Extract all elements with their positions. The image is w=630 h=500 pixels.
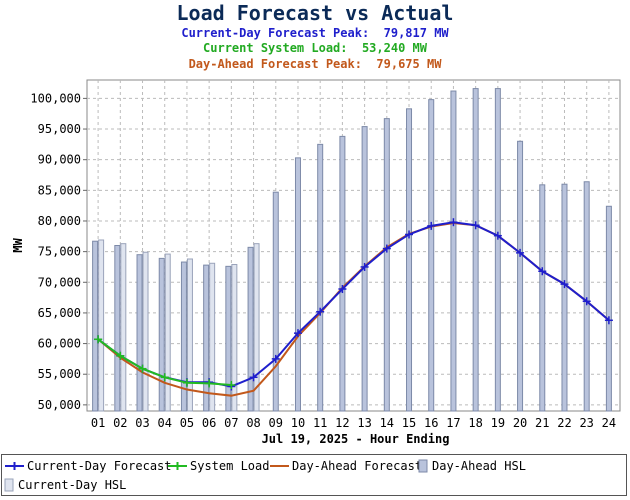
- y-tick-label: 75,000: [38, 245, 81, 259]
- bar-current-day-hsl: [186, 258, 193, 412]
- x-tick-label: 14: [380, 416, 394, 430]
- legend-swatch-day-ahead-hsl: [417, 459, 429, 473]
- bar-day-ahead-hsl: [383, 118, 390, 412]
- x-tick-label: 16: [424, 416, 438, 430]
- x-tick-label: 07: [224, 416, 238, 430]
- x-tick-label: 10: [291, 416, 305, 430]
- bar-current-day-hsl: [120, 243, 127, 412]
- x-tick-label: 08: [246, 416, 260, 430]
- bar-day-ahead-hsl: [114, 245, 121, 412]
- y-tick-label: 100,000: [30, 91, 81, 105]
- x-tick-label: 11: [313, 416, 327, 430]
- y-tick-label: 55,000: [38, 367, 81, 381]
- x-tick-label: 03: [135, 416, 149, 430]
- y-tick-label: 70,000: [38, 275, 81, 289]
- x-tick-label: 04: [158, 416, 172, 430]
- bar-current-day-hsl: [98, 239, 105, 412]
- bar-day-ahead-hsl: [317, 143, 324, 412]
- bar-day-ahead-hsl: [225, 265, 232, 412]
- legend-label-day-ahead-forecast: Day-Ahead Forecast: [292, 459, 423, 473]
- day-ahead-peak-text: Day-Ahead Forecast Peak: 79,675 MW: [188, 57, 442, 71]
- legend-label-current-day-hsl: Current-Day HSL: [18, 478, 127, 492]
- bar-day-ahead-hsl: [494, 88, 501, 412]
- legend-item-system-load[interactable]: System Load: [168, 459, 269, 473]
- y-tick-label: 85,000: [38, 183, 81, 197]
- current-day-peak-text: Current-Day Forecast Peak: 79,817 MW: [181, 26, 449, 40]
- bar-day-ahead-hsl: [339, 135, 346, 412]
- chart-legend: Current-Day Forecast System Load Day-Ahe…: [1, 454, 627, 496]
- bar-day-ahead-hsl: [450, 90, 457, 412]
- y-tick-label: 80,000: [38, 214, 81, 228]
- y-tick-label: 65,000: [38, 306, 81, 320]
- y-axis-title: MW: [11, 238, 25, 253]
- x-tick-label: 18: [468, 416, 482, 430]
- bar-day-ahead-hsl: [203, 264, 210, 412]
- chart-title: Load Forecast vs Actual: [176, 1, 454, 25]
- y-tick-label: 50,000: [38, 398, 81, 412]
- x-tick-label: 13: [357, 416, 371, 430]
- legend-label-day-ahead-hsl: Day-Ahead HSL: [432, 459, 526, 473]
- bar-day-ahead-hsl: [294, 157, 301, 412]
- bar-current-day-hsl: [142, 251, 149, 412]
- bar-current-day-hsl: [231, 264, 238, 412]
- bar-current-day-hsl: [253, 243, 260, 412]
- system-load-text: Current System Load: 53,240 MW: [203, 41, 427, 55]
- bar-day-ahead-hsl: [539, 184, 546, 412]
- y-tick-label: 95,000: [38, 122, 81, 136]
- bar-day-ahead-hsl: [180, 261, 187, 412]
- x-tick-label: 01: [91, 416, 105, 430]
- bar-day-ahead-hsl: [472, 88, 479, 412]
- bar-day-ahead-hsl: [272, 191, 279, 412]
- y-tick-label: 60,000: [38, 337, 81, 351]
- bar-day-ahead-hsl: [583, 181, 590, 412]
- bar-day-ahead-hsl: [158, 257, 165, 412]
- bar-current-day-hsl: [164, 253, 171, 412]
- legend-label-system-load: System Load: [190, 459, 270, 473]
- x-tick-label: 02: [113, 416, 127, 430]
- legend-label-current-day-forecast: Current-Day Forecast: [27, 459, 172, 473]
- legend-item-day-ahead-hsl[interactable]: Day-Ahead HSL: [417, 459, 526, 473]
- x-tick-label: 12: [335, 416, 349, 430]
- bar-day-ahead-hsl: [247, 246, 254, 412]
- bar-day-ahead-hsl: [517, 140, 524, 412]
- bar-current-day-hsl: [209, 262, 216, 412]
- legend-swatch-system-load: [168, 459, 187, 473]
- x-tick-label: 21: [535, 416, 549, 430]
- x-tick-label: 06: [202, 416, 216, 430]
- x-tick-label: 17: [446, 416, 460, 430]
- x-tick-label: 19: [491, 416, 505, 430]
- x-tick-label: 22: [557, 416, 571, 430]
- bar-day-ahead-hsl: [428, 99, 435, 412]
- legend-swatch-day-ahead-forecast: [270, 459, 289, 473]
- x-tick-label: 09: [269, 416, 283, 430]
- bar-day-ahead-hsl: [136, 254, 143, 412]
- legend-swatch-current-day-forecast: [5, 459, 24, 473]
- x-axis-title: Jul 19, 2025 - Hour Ending: [262, 432, 450, 446]
- bar-day-ahead-hsl: [605, 205, 612, 412]
- legend-swatch-current-day-hsl: [3, 478, 15, 492]
- x-tick-label: 15: [402, 416, 416, 430]
- y-tick-label: 90,000: [38, 153, 81, 167]
- x-tick-label: 05: [180, 416, 194, 430]
- grid: [87, 80, 620, 411]
- legend-item-day-ahead-forecast[interactable]: Day-Ahead Forecast: [270, 459, 422, 473]
- plot-area: [86, 79, 621, 412]
- legend-item-current-day-hsl[interactable]: Current-Day HSL: [3, 478, 126, 492]
- bar-day-ahead-hsl: [561, 183, 568, 412]
- legend-item-current-day-forecast[interactable]: Current-Day Forecast: [5, 459, 172, 473]
- chart-plot: 50,000 55,000 60,000 65,000 70,000 75,000 80,0…: [11, 79, 621, 446]
- x-tick-label: 23: [579, 416, 593, 430]
- bar-day-ahead-hsl: [406, 108, 413, 412]
- x-tick-label: 24: [602, 416, 616, 430]
- bar-day-ahead-hsl: [92, 240, 99, 412]
- x-tick-label: 20: [513, 416, 527, 430]
